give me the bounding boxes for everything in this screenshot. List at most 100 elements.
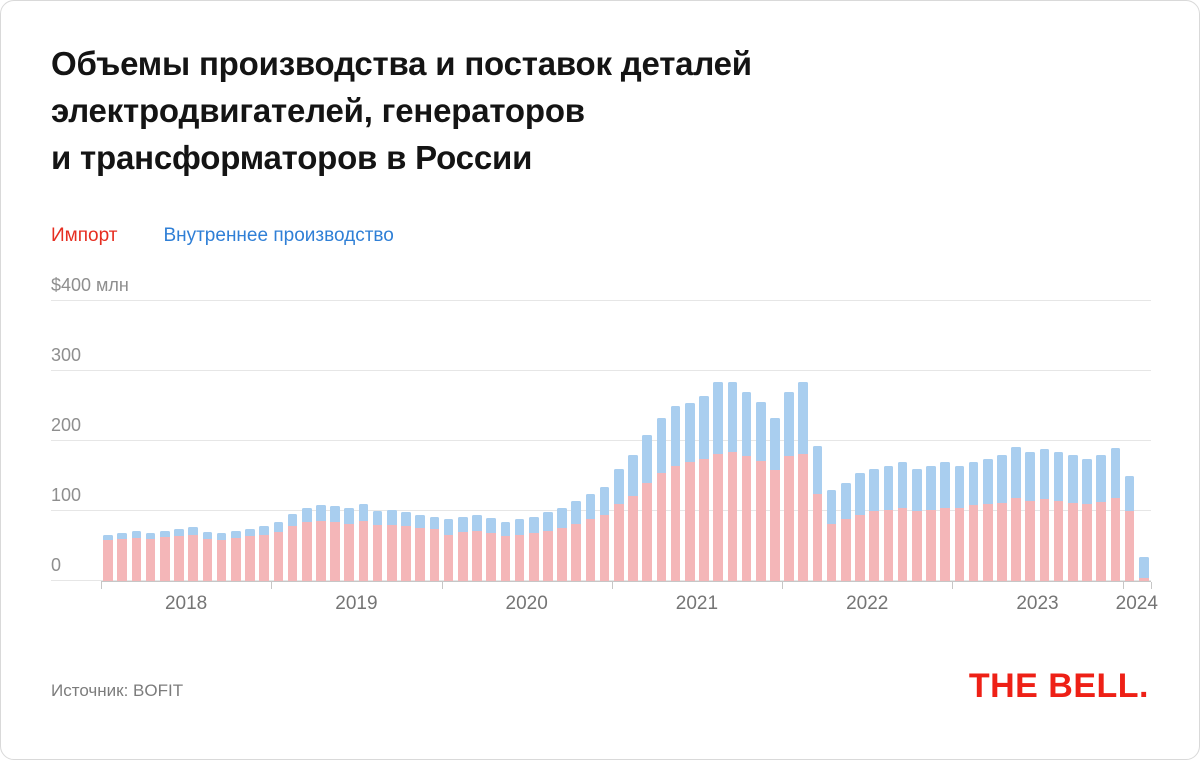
x-axis-tick bbox=[101, 582, 102, 589]
import-segment bbox=[670, 465, 681, 581]
bar bbox=[1052, 301, 1066, 581]
bar bbox=[612, 301, 626, 581]
x-axis-year-label: 2020 bbox=[505, 593, 548, 614]
bar bbox=[129, 301, 143, 581]
x-axis-year-label: 2021 bbox=[675, 593, 719, 614]
bar bbox=[881, 301, 895, 581]
chart: 0 100 200 300 $400 млн 2018 2019 2020 2021 2022 2… bbox=[51, 275, 1158, 614]
import-segment bbox=[174, 536, 184, 581]
domestic-production-segment bbox=[1068, 455, 1078, 503]
bar bbox=[711, 301, 725, 581]
import-segment bbox=[741, 456, 752, 581]
bar bbox=[470, 301, 484, 581]
bar bbox=[1137, 301, 1151, 581]
domestic-production-segment bbox=[457, 516, 468, 532]
domestic-production-segment bbox=[1039, 449, 1050, 500]
import-segment bbox=[1025, 500, 1036, 581]
import-segment bbox=[997, 502, 1007, 581]
x-axis-year-label: 2024 bbox=[1115, 593, 1158, 614]
bar bbox=[867, 301, 881, 581]
domestic-production-segment bbox=[514, 519, 525, 535]
x-axis-tick bbox=[952, 582, 954, 589]
import-segment bbox=[202, 539, 213, 581]
import-segment bbox=[713, 453, 723, 581]
domestic-production-segment bbox=[599, 486, 610, 515]
import-segment bbox=[784, 456, 794, 581]
bar bbox=[1094, 301, 1108, 581]
bar bbox=[541, 301, 555, 581]
x-axis-year-label: 2019 bbox=[335, 593, 378, 614]
import-segment bbox=[528, 533, 539, 581]
title-line-2: электродвигателей, генераторов bbox=[51, 91, 585, 129]
bar bbox=[782, 301, 796, 581]
domestic-production-segment bbox=[841, 483, 851, 520]
x-axis-tick bbox=[441, 582, 443, 589]
bar bbox=[853, 301, 867, 581]
domestic-production-segment bbox=[656, 417, 667, 473]
bar bbox=[555, 301, 569, 581]
import-segment bbox=[259, 534, 269, 581]
legend-item-import: Импорт bbox=[51, 225, 118, 246]
domestic-production-segment bbox=[103, 534, 113, 541]
bar bbox=[144, 301, 158, 581]
bar bbox=[385, 301, 399, 581]
import-segment bbox=[855, 514, 865, 581]
bar bbox=[427, 301, 441, 581]
bars bbox=[101, 301, 1151, 581]
import-segment bbox=[940, 507, 950, 581]
bar bbox=[186, 301, 200, 581]
bar bbox=[839, 301, 853, 581]
import-segment bbox=[841, 519, 851, 581]
bar bbox=[271, 301, 285, 581]
domestic-production-segment bbox=[1025, 451, 1036, 501]
import-segment bbox=[514, 534, 525, 581]
domestic-production-segment bbox=[372, 511, 383, 525]
domestic-production-segment bbox=[1138, 556, 1149, 578]
bar bbox=[498, 301, 512, 581]
import-segment bbox=[557, 527, 567, 581]
domestic-production-segment bbox=[699, 395, 709, 459]
import-segment bbox=[1096, 501, 1107, 581]
bar bbox=[1080, 301, 1094, 581]
bar bbox=[300, 301, 314, 581]
import-segment bbox=[699, 458, 709, 581]
bar bbox=[527, 301, 541, 581]
x-axis-tick bbox=[782, 582, 784, 589]
domestic-production-segment bbox=[401, 512, 411, 527]
import-segment bbox=[415, 527, 426, 581]
domestic-production-segment bbox=[1053, 451, 1064, 501]
bar bbox=[512, 301, 526, 581]
domestic-production-segment bbox=[429, 516, 440, 530]
domestic-production-segment bbox=[869, 469, 880, 511]
import-segment bbox=[911, 511, 922, 581]
x-axis-year-label: 2022 bbox=[846, 593, 889, 614]
domestic-production-segment bbox=[812, 445, 823, 494]
bar bbox=[328, 301, 342, 581]
x-axis-tick bbox=[271, 582, 273, 589]
x-axis-year-label: 2018 bbox=[164, 593, 208, 614]
bar bbox=[598, 301, 612, 581]
domestic-production-segment bbox=[954, 465, 965, 508]
bar bbox=[115, 301, 129, 581]
bar bbox=[1123, 301, 1137, 581]
import-segment bbox=[188, 534, 199, 581]
bar bbox=[924, 301, 938, 581]
import-segment bbox=[145, 539, 156, 581]
import-segment bbox=[443, 534, 454, 581]
bar bbox=[1009, 301, 1023, 581]
import-segment bbox=[628, 495, 638, 581]
bar bbox=[725, 301, 739, 581]
import-segment bbox=[1039, 499, 1050, 581]
import-segment bbox=[727, 451, 738, 581]
import-segment bbox=[926, 509, 936, 581]
domestic-production-segment bbox=[415, 514, 426, 528]
bar bbox=[1037, 301, 1051, 581]
title-line-1: Объемы производства и поставок деталей bbox=[51, 45, 752, 82]
import-segment bbox=[1068, 502, 1078, 581]
import-segment bbox=[826, 523, 837, 581]
import-segment bbox=[401, 526, 411, 581]
import-segment bbox=[1124, 511, 1135, 581]
bar bbox=[825, 301, 839, 581]
domestic-production-segment bbox=[259, 526, 269, 535]
